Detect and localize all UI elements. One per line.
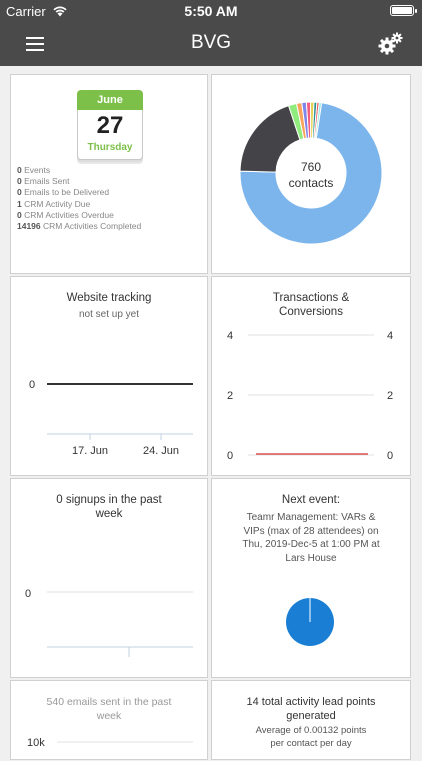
stat-row: 0 Emails Sent bbox=[17, 176, 141, 187]
stat-value: 14196 bbox=[17, 221, 41, 232]
stat-value: 0 bbox=[17, 165, 22, 175]
emails-chart: 10k bbox=[27, 737, 193, 749]
app-title: BVG bbox=[190, 32, 232, 53]
contacts-label: contacts bbox=[288, 176, 334, 190]
y-tick-label: 0 bbox=[25, 588, 31, 600]
donut-slice bbox=[314, 101, 323, 139]
event-pie-chart bbox=[286, 598, 334, 646]
y-tick-label: 0 bbox=[29, 379, 35, 391]
card-title: 14 total activity lead points generated bbox=[246, 696, 376, 722]
calendar-month: June bbox=[77, 90, 143, 110]
battery-icon bbox=[390, 5, 417, 16]
donut-slice bbox=[239, 102, 383, 245]
x-tick-label: 17. Jun bbox=[72, 445, 108, 457]
nav-bar: BVG bbox=[0, 22, 422, 66]
y-left-tick-label: 2 bbox=[227, 390, 233, 402]
stat-value: 0 bbox=[17, 209, 22, 220]
carrier-label: Carrier bbox=[6, 4, 46, 19]
stat-value: 1 bbox=[17, 198, 22, 209]
y-right-tick-label: 0 bbox=[387, 450, 393, 462]
card-title: Website tracking bbox=[66, 292, 152, 304]
stat-label: CRM Activities Overdue bbox=[21, 209, 114, 220]
contacts-card[interactable]: 760 contacts bbox=[211, 74, 411, 274]
signups-card[interactable]: 0 signups in the past week 0 bbox=[10, 478, 208, 678]
card-title: Next event: bbox=[281, 494, 341, 506]
contacts-count: 760 bbox=[300, 160, 322, 174]
transactions-card[interactable]: Transactions & Conversions 4 4 2 2 0 0 bbox=[211, 276, 411, 476]
card-title: Transactions & Conversions bbox=[272, 292, 350, 318]
calendar-card[interactable]: June 27 Thursday 0 Events 0 Emails Sent 0 … bbox=[10, 74, 208, 274]
card-title: 540 emails sent in the past week bbox=[46, 696, 172, 722]
activity-stats: 0 Events 0 Emails Sent 0 Emails to be Deli… bbox=[17, 165, 141, 232]
lead-points-card[interactable]: 14 total activity lead points generated … bbox=[211, 680, 411, 760]
stat-row: 1 CRM Activity Due bbox=[17, 199, 141, 210]
stat-row: 0 Emails to be Delivered bbox=[17, 187, 141, 198]
contacts-donut-chart bbox=[239, 101, 383, 245]
y-right-tick-label: 4 bbox=[387, 330, 393, 342]
y-left-tick-label: 0 bbox=[227, 450, 233, 462]
stat-row: 14196 CRM Activities Completed bbox=[17, 221, 141, 232]
next-event-card[interactable]: Next event: Teamr Management: VARs & VIP… bbox=[211, 478, 411, 678]
stat-label: CRM Activity Due bbox=[21, 198, 91, 209]
event-description: Teamr Management: VARs & VIPs (max of 28… bbox=[242, 512, 380, 564]
x-tick-label: 24. Jun bbox=[143, 445, 179, 457]
emails-card[interactable]: 540 emails sent in the past week 10k bbox=[10, 680, 208, 760]
gears-icon[interactable] bbox=[376, 31, 404, 57]
wifi-icon bbox=[53, 6, 67, 17]
card-title: 0 signups in the past week bbox=[56, 494, 162, 520]
stat-row: 0 CRM Activities Overdue bbox=[17, 210, 141, 221]
website-tracking-chart: 0 17. Jun 24. Jun bbox=[29, 379, 193, 457]
y-left-tick-label: 4 bbox=[227, 330, 233, 342]
calendar-weekday: Thursday bbox=[87, 142, 133, 153]
clock: 5:50 AM bbox=[184, 3, 238, 19]
signups-chart: 0 bbox=[25, 588, 193, 657]
website-tracking-card[interactable]: Website tracking not set up yet 0 17. Ju… bbox=[10, 276, 208, 476]
stat-label: Emails Sent bbox=[21, 176, 70, 187]
stat-label: Emails to be Delivered bbox=[21, 187, 110, 198]
transactions-chart: 4 4 2 2 0 0 bbox=[227, 330, 393, 462]
card-subtitle: Average of 0.00132 points per contact pe… bbox=[255, 725, 367, 749]
stat-row: 0 Events bbox=[17, 165, 141, 176]
stat-label: CRM Activities Completed bbox=[40, 221, 142, 232]
card-subtitle: not set up yet bbox=[78, 309, 140, 320]
status-bar: Carrier 5:50 AM bbox=[0, 0, 422, 22]
stat-label: Events bbox=[21, 165, 51, 175]
calendar-icon: June 27 Thursday bbox=[77, 90, 143, 160]
stat-value: 0 bbox=[17, 176, 22, 187]
hamburger-menu-icon[interactable] bbox=[26, 37, 44, 51]
y-tick-label: 10k bbox=[27, 737, 45, 749]
y-right-tick-label: 2 bbox=[387, 390, 393, 402]
stat-value: 0 bbox=[17, 187, 22, 198]
calendar-day: 27 bbox=[96, 112, 124, 139]
